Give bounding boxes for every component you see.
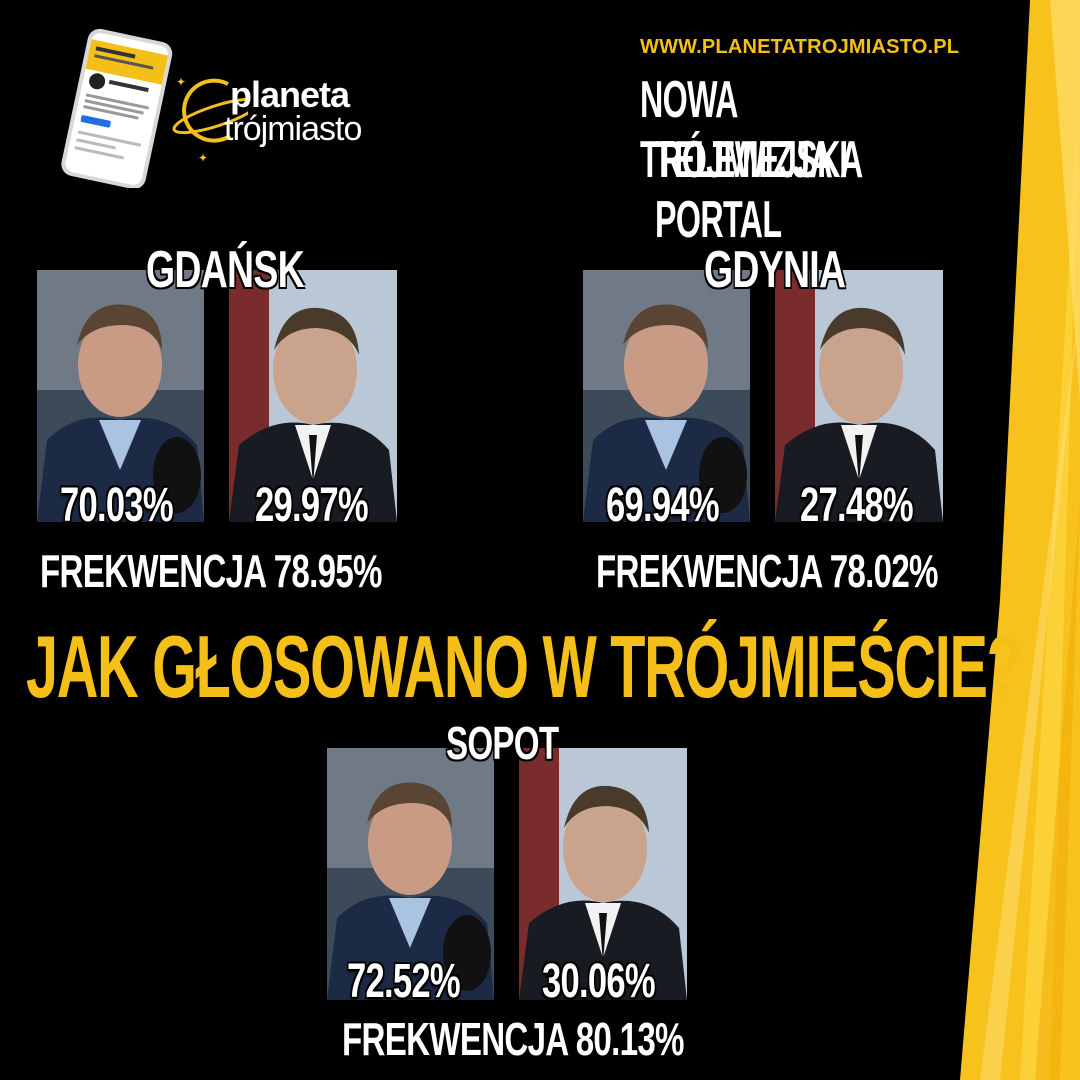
candidate-photo-right [519,748,687,1000]
candidate-right-percentage: 27.48% [800,479,914,532]
candidate-photo-right [775,270,943,522]
turnout-label: FREKWENCJA 80.13% [342,1013,684,1065]
candidate-right-percentage: 29.97% [255,479,369,532]
city-name: GDAŃSK [146,241,305,299]
candidate-photo-left [37,270,204,522]
svg-text:✦: ✦ [176,75,186,89]
planeta-trojmiasto-logo: ✦ ✦ planeta trójmiasto [168,66,398,166]
website-url[interactable]: WWW.PLANETATROJMIASTO.PL [640,36,960,58]
phone-mockup-icon [61,28,173,188]
sunburst-decoration [960,0,1080,1080]
headline-line-2: TELEWIZJA I PORTAL [655,131,848,249]
logo-title: planeta [230,74,350,115]
candidate-left-percentage: 70.03% [60,479,174,532]
candidate-photo-left [327,748,494,1000]
city-name: GDYNIA [704,241,846,299]
planet-ring-icon: ✦ ✦ [172,75,248,165]
candidate-photo-left [583,270,750,522]
turnout-label: FREKWENCJA 78.95% [40,545,382,597]
logo-subtitle: trójmiasto [224,110,362,148]
candidate-left-percentage: 69.94% [606,479,720,532]
candidate-left-percentage: 72.52% [347,955,461,1008]
svg-text:✦: ✦ [198,151,208,165]
candidate-photo-right [229,270,397,522]
city-name: SOPOT [446,717,559,769]
candidate-right-percentage: 30.06% [542,955,656,1008]
turnout-label: FREKWENCJA 78.02% [596,545,938,597]
headline-line-1: NOWA TRÓJMIEJSKA [640,71,863,189]
main-question-headline: JAK GŁOSOWANO W TRÓJMIEŚCIE? [26,617,1022,716]
